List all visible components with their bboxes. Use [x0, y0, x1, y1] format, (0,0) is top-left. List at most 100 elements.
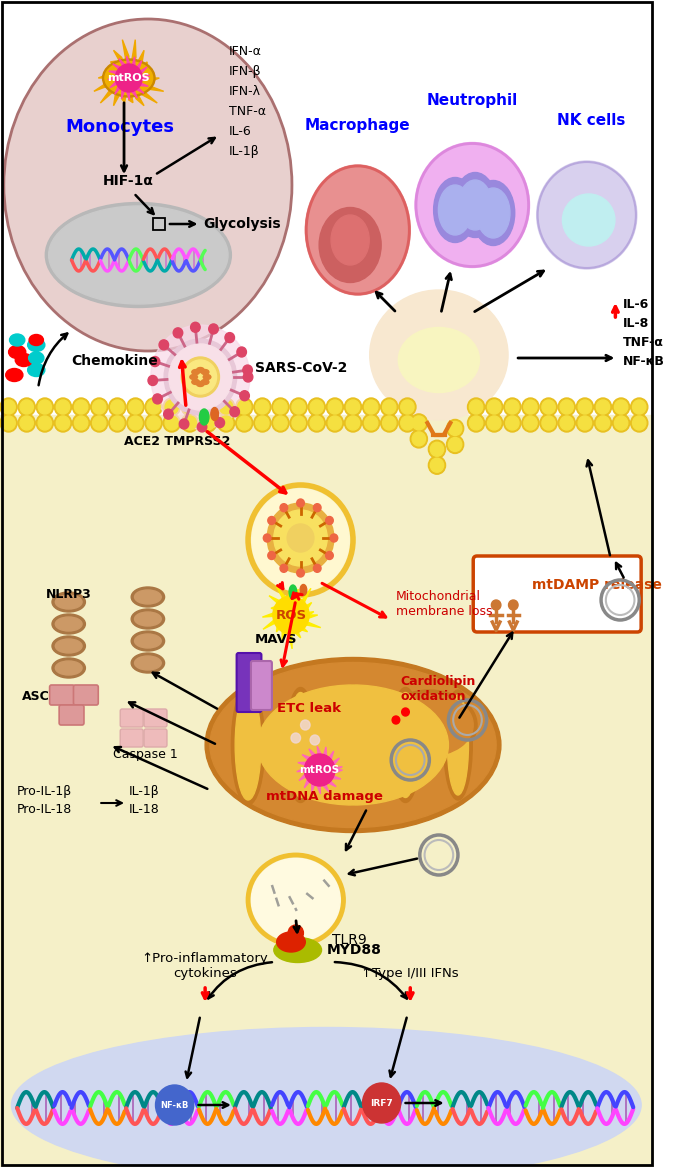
Circle shape: [280, 565, 288, 572]
Circle shape: [522, 414, 539, 432]
Polygon shape: [320, 752, 334, 770]
Circle shape: [447, 435, 464, 454]
Circle shape: [256, 400, 269, 414]
Text: Pro-IL-18: Pro-IL-18: [17, 803, 73, 816]
Polygon shape: [127, 56, 130, 78]
Circle shape: [578, 415, 592, 429]
Circle shape: [38, 400, 51, 414]
Circle shape: [182, 414, 199, 432]
Polygon shape: [291, 615, 301, 638]
Circle shape: [326, 414, 343, 432]
Ellipse shape: [386, 694, 473, 756]
Circle shape: [301, 720, 310, 731]
Circle shape: [401, 708, 410, 717]
Circle shape: [199, 398, 216, 415]
Ellipse shape: [45, 203, 232, 307]
Polygon shape: [282, 615, 291, 641]
Ellipse shape: [49, 207, 228, 303]
Ellipse shape: [285, 687, 316, 803]
Ellipse shape: [390, 687, 421, 803]
Ellipse shape: [340, 690, 366, 801]
Text: IL-1β: IL-1β: [229, 145, 260, 158]
Circle shape: [75, 400, 88, 414]
Ellipse shape: [52, 592, 86, 612]
Circle shape: [18, 414, 36, 432]
Polygon shape: [288, 593, 292, 615]
Ellipse shape: [201, 370, 209, 375]
Polygon shape: [299, 770, 320, 781]
Ellipse shape: [399, 328, 479, 392]
Bar: [153, 218, 165, 230]
Ellipse shape: [52, 636, 86, 656]
Circle shape: [183, 415, 197, 429]
Circle shape: [412, 432, 425, 446]
Circle shape: [155, 1085, 194, 1125]
Circle shape: [614, 400, 627, 414]
Ellipse shape: [458, 180, 492, 230]
Circle shape: [449, 421, 462, 435]
Circle shape: [304, 754, 335, 787]
Ellipse shape: [12, 1027, 641, 1167]
Circle shape: [215, 418, 225, 427]
Bar: [0, 415, 653, 1167]
Circle shape: [486, 414, 503, 432]
Polygon shape: [113, 64, 129, 78]
Circle shape: [109, 398, 126, 415]
Circle shape: [347, 400, 360, 414]
Text: ↑Pro-inflammatory
cytokines: ↑Pro-inflammatory cytokines: [142, 952, 269, 980]
Text: Neutrophil: Neutrophil: [427, 93, 518, 109]
Circle shape: [430, 459, 444, 473]
Circle shape: [288, 925, 303, 941]
Circle shape: [197, 422, 207, 432]
Polygon shape: [110, 78, 129, 88]
Circle shape: [274, 415, 287, 429]
Circle shape: [129, 415, 142, 429]
Polygon shape: [129, 61, 142, 78]
Polygon shape: [291, 589, 299, 615]
FancyBboxPatch shape: [236, 654, 262, 712]
Circle shape: [345, 414, 362, 432]
Circle shape: [560, 400, 573, 414]
Circle shape: [201, 415, 214, 429]
Polygon shape: [114, 50, 129, 78]
Circle shape: [467, 414, 485, 432]
Ellipse shape: [336, 685, 370, 805]
Ellipse shape: [331, 215, 369, 265]
Circle shape: [314, 504, 321, 511]
Ellipse shape: [27, 363, 45, 377]
Circle shape: [540, 398, 557, 415]
Circle shape: [542, 415, 556, 429]
Circle shape: [145, 398, 162, 415]
FancyBboxPatch shape: [251, 661, 272, 710]
Circle shape: [273, 596, 309, 634]
Circle shape: [0, 414, 17, 432]
Polygon shape: [317, 746, 321, 770]
Text: HIF-1α: HIF-1α: [103, 174, 154, 188]
Circle shape: [486, 398, 503, 415]
Text: IL-6: IL-6: [623, 298, 649, 310]
Circle shape: [310, 415, 323, 429]
Polygon shape: [106, 67, 129, 78]
Circle shape: [308, 398, 325, 415]
Text: ETC leak: ETC leak: [277, 703, 340, 715]
Text: mtDAMP release: mtDAMP release: [532, 578, 662, 592]
Circle shape: [542, 400, 556, 414]
Polygon shape: [304, 770, 320, 788]
Ellipse shape: [289, 692, 312, 797]
Circle shape: [612, 398, 630, 415]
Circle shape: [410, 414, 427, 432]
Ellipse shape: [132, 609, 164, 629]
Circle shape: [237, 347, 247, 357]
Polygon shape: [123, 40, 129, 78]
Ellipse shape: [434, 177, 477, 243]
Text: Pro-IL-1β: Pro-IL-1β: [17, 785, 73, 798]
Ellipse shape: [134, 591, 161, 605]
Circle shape: [253, 398, 271, 415]
Polygon shape: [110, 61, 129, 78]
Text: IRF7: IRF7: [371, 1098, 393, 1107]
Ellipse shape: [211, 407, 219, 420]
Circle shape: [225, 333, 234, 343]
Ellipse shape: [447, 696, 469, 795]
Ellipse shape: [134, 656, 161, 670]
Circle shape: [129, 400, 142, 414]
